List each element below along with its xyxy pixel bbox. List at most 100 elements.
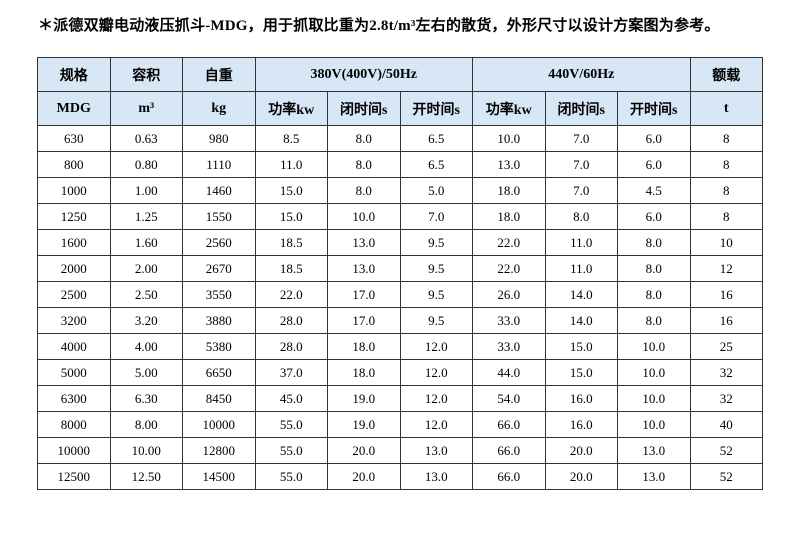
table-cell: 66.0: [472, 411, 546, 438]
table-cell: 10.0: [617, 385, 691, 412]
table-cell: 19.0: [327, 411, 401, 438]
table-cell: 2560: [182, 229, 256, 256]
subheader-open-time-60hz: 开时间s: [617, 91, 691, 126]
table-cell: 15.0: [254, 203, 328, 230]
table-cell: 7.0: [544, 151, 618, 178]
table-cell: 10.0: [617, 333, 691, 360]
table-cell: 14.0: [544, 281, 618, 308]
table-cell: 55.0: [254, 463, 328, 490]
table-cell: 52: [689, 463, 763, 490]
table-cell: 18.0: [327, 333, 401, 360]
table-cell: 8.0: [617, 255, 691, 282]
table-row: 6300 6.30 8450 45.0 19.0 12.0 54.0 16.0 10.0 32: [37, 385, 763, 412]
table-cell: 12.50: [109, 463, 183, 490]
table-cell: 8.0: [327, 151, 401, 178]
table-cell: 55.0: [254, 437, 328, 464]
table-cell: 28.0: [254, 333, 328, 360]
subheader-close-time-60hz: 闭时间s: [544, 91, 618, 126]
table-cell: 8: [689, 125, 763, 152]
table-cell: 5.00: [109, 359, 183, 386]
table-cell: 8450: [182, 385, 256, 412]
header-self-weight: 自重: [182, 57, 256, 92]
table-cell: 7.0: [399, 203, 473, 230]
header-380v-50hz-group: 380V(400V)/50Hz: [254, 57, 473, 92]
table-cell: 33.0: [472, 307, 546, 334]
table-cell: 10.00: [109, 437, 183, 464]
table-cell: 1460: [182, 177, 256, 204]
table-cell: 630: [37, 125, 111, 152]
table-cell: 16: [689, 281, 763, 308]
table-cell: 66.0: [472, 437, 546, 464]
subheader-kg: kg: [182, 91, 256, 126]
table-cell: 6300: [37, 385, 111, 412]
table-cell: 10000: [37, 437, 111, 464]
table-cell: 45.0: [254, 385, 328, 412]
table-cell: 25: [689, 333, 763, 360]
table-cell: 6.0: [617, 125, 691, 152]
table-cell: 18.0: [327, 359, 401, 386]
table-row: 2500 2.50 3550 22.0 17.0 9.5 26.0 14.0 8.0 16: [37, 281, 763, 308]
table-cell: 1550: [182, 203, 256, 230]
table-cell: 8.00: [109, 411, 183, 438]
table-row: 5000 5.00 6650 37.0 18.0 12.0 44.0 15.0 10.0 32: [37, 359, 763, 386]
table-cell: 22.0: [254, 281, 328, 308]
table-cell: 10: [689, 229, 763, 256]
table-cell: 55.0: [254, 411, 328, 438]
table-cell: 13.0: [617, 463, 691, 490]
table-cell: 1.00: [109, 177, 183, 204]
table-cell: 26.0: [472, 281, 546, 308]
table-cell: 17.0: [327, 281, 401, 308]
table-cell: 8.0: [544, 203, 618, 230]
header-440v-60hz-group: 440V/60Hz: [472, 57, 691, 92]
table-cell: 18.5: [254, 229, 328, 256]
subheader-power-50hz: 功率kw: [254, 91, 328, 126]
table-cell: 8.5: [254, 125, 328, 152]
table-cell: 1000: [37, 177, 111, 204]
table-row: 1600 1.60 2560 18.5 13.0 9.5 22.0 11.0 8.0 10: [37, 229, 763, 256]
table-cell: 1600: [37, 229, 111, 256]
table-cell: 8.0: [617, 229, 691, 256]
table-cell: 3200: [37, 307, 111, 334]
table-cell: 4.00: [109, 333, 183, 360]
subheader-m3: m³: [109, 91, 183, 126]
table-cell: 52: [689, 437, 763, 464]
table-row: 3200 3.20 3880 28.0 17.0 9.5 33.0 14.0 8.0 16: [37, 307, 763, 334]
table-cell: 0.80: [109, 151, 183, 178]
table-cell: 9.5: [399, 281, 473, 308]
table-cell: 2.00: [109, 255, 183, 282]
table-cell: 19.0: [327, 385, 401, 412]
table-cell: 4000: [37, 333, 111, 360]
table-cell: 20.0: [327, 437, 401, 464]
table-cell: 5380: [182, 333, 256, 360]
table-row: 4000 4.00 5380 28.0 18.0 12.0 33.0 15.0 10.0 25: [37, 333, 763, 360]
table-cell: 2670: [182, 255, 256, 282]
table-row: 800 0.80 1110 11.0 8.0 6.5 13.0 7.0 6.0 8: [37, 151, 763, 178]
table-cell: 6.0: [617, 203, 691, 230]
table-cell: 20.0: [327, 463, 401, 490]
table-cell: 8: [689, 177, 763, 204]
table-cell: 12800: [182, 437, 256, 464]
page-title: ＊派德双瓣电动液压抓斗-MDG，用于抓取比重为2.8t/m³左右的散货，外形尺寸…: [38, 18, 720, 34]
table-cell: 10000: [182, 411, 256, 438]
table-cell: 8.0: [617, 307, 691, 334]
table-cell: 3880: [182, 307, 256, 334]
table-cell: 15.0: [544, 333, 618, 360]
table-cell: 8.0: [327, 177, 401, 204]
subheader-mdg: MDG: [37, 91, 111, 126]
header-capacity: 容积: [109, 57, 183, 92]
table-cell: 14.0: [544, 307, 618, 334]
table-cell: 8.0: [327, 125, 401, 152]
table-cell: 28.0: [254, 307, 328, 334]
header-spec: 规格: [37, 57, 111, 92]
table-body: 630 0.63 980 8.5 8.0 6.5 10.0 7.0 6.0 8 800 0.80 111…: [37, 125, 763, 490]
table-cell: 6650: [182, 359, 256, 386]
subheader-close-time-50hz: 闭时间s: [327, 91, 401, 126]
table-cell: 0.63: [109, 125, 183, 152]
spec-table: 规格 容积 自重 380V(400V)/50Hz 440V/60Hz 额载 MD…: [37, 57, 763, 490]
table-cell: 13.0: [399, 437, 473, 464]
table-cell: 10.0: [472, 125, 546, 152]
table-cell: 17.0: [327, 307, 401, 334]
table-cell: 22.0: [472, 255, 546, 282]
table-row: 1250 1.25 1550 15.0 10.0 7.0 18.0 8.0 6.0 8: [37, 203, 763, 230]
table-cell: 3.20: [109, 307, 183, 334]
